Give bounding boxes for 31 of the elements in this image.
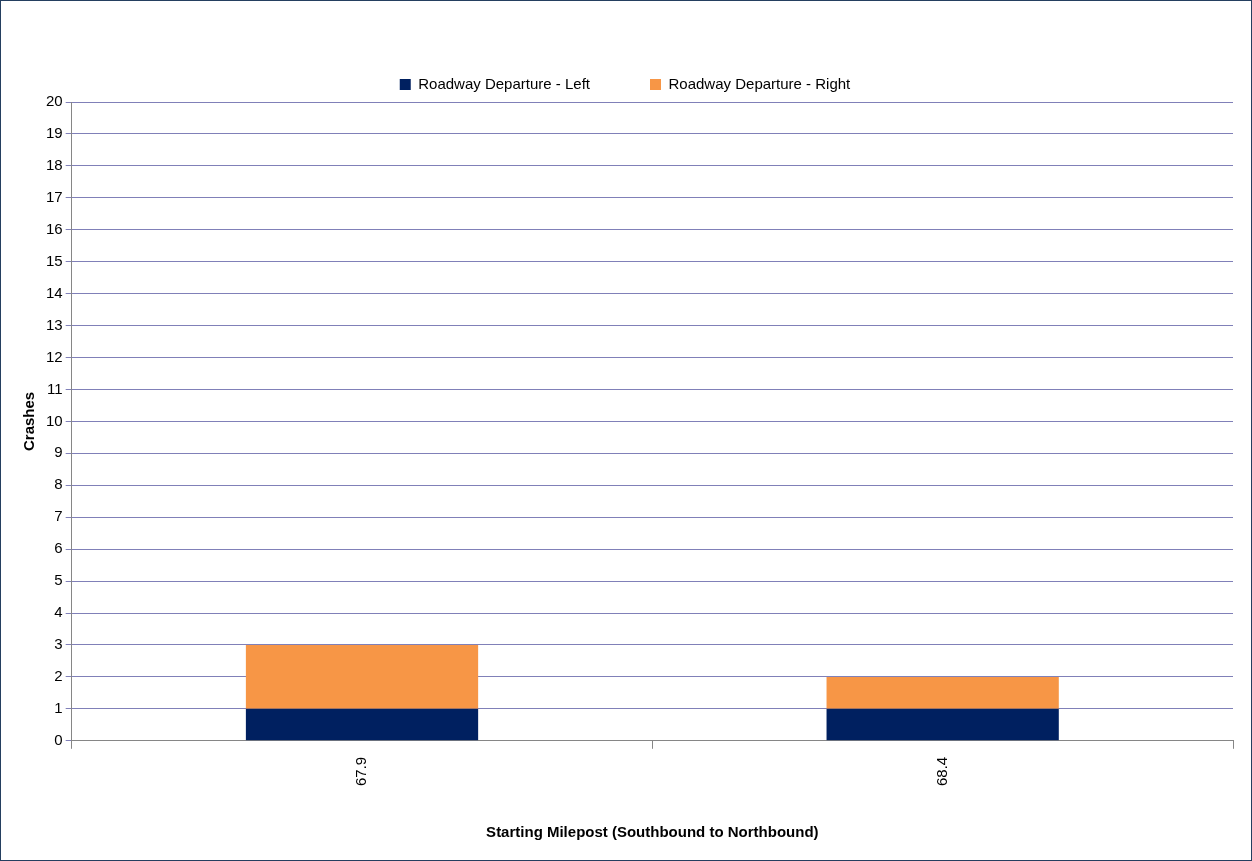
- legend-label: Roadway Departure - Left: [418, 74, 591, 92]
- y-tick-label: 1: [54, 699, 63, 717]
- y-tick-label: 4: [54, 603, 63, 621]
- x-tick-label: 68.4: [932, 756, 950, 787]
- y-tick-label: 19: [46, 124, 63, 142]
- y-tick-label: 18: [46, 156, 63, 174]
- y-tick-label: 6: [54, 539, 63, 557]
- y-tick-label: 13: [46, 315, 63, 333]
- y-tick-label: 15: [46, 251, 63, 269]
- y-tick-label: 12: [46, 347, 63, 365]
- y-tick-label: 0: [54, 730, 63, 748]
- y-tick-label: 9: [54, 443, 63, 461]
- y-tick-label: 10: [46, 411, 63, 429]
- legend-label: Roadway Departure - Right: [668, 74, 852, 92]
- y-tick-label: 7: [54, 507, 63, 525]
- y-tick-label: 17: [46, 187, 63, 205]
- bar: [245, 708, 479, 741]
- y-tick-label: 2: [54, 667, 63, 685]
- y-tick-label: 3: [54, 635, 63, 653]
- y-tick-label: 14: [46, 283, 63, 301]
- y-tick-label: 11: [47, 379, 63, 397]
- x-tick-label: 67.9: [352, 756, 370, 787]
- y-tick-label: 16: [46, 219, 63, 237]
- bar: [826, 676, 1059, 709]
- bar: [826, 708, 1059, 741]
- y-tick-label: 20: [46, 92, 63, 110]
- y-tick-label: 8: [54, 475, 63, 493]
- bar: [245, 644, 479, 709]
- y-tick-label: 5: [54, 571, 63, 589]
- x-axis-title: Starting Milepost (Southbound to Northbound): [486, 823, 819, 841]
- y-axis-title: Crashes: [20, 391, 38, 451]
